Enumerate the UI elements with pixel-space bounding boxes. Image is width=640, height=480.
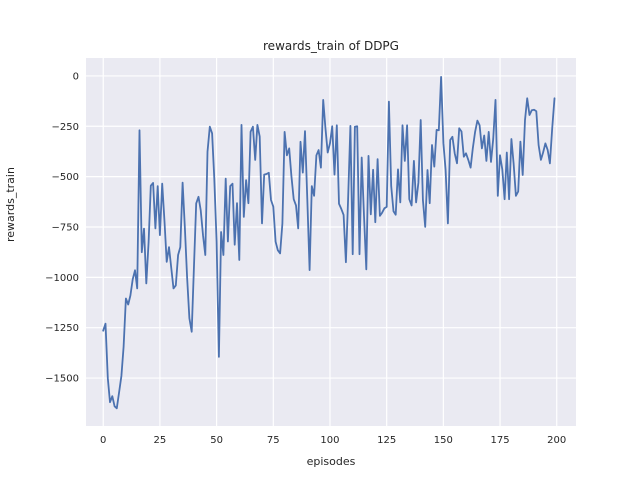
chart-title: rewards_train of DDPG (263, 39, 399, 53)
x-tick-label: 50 (210, 435, 223, 446)
x-tick-label: 175 (490, 435, 509, 446)
x-tick-label: 75 (267, 435, 280, 446)
x-tick-label: 125 (377, 435, 396, 446)
x-tick-label: 25 (154, 435, 167, 446)
x-axis-label: episodes (306, 455, 356, 468)
y-tick-label: −1500 (45, 374, 79, 385)
x-tick-label: 150 (434, 435, 453, 446)
x-tick-label: 200 (547, 435, 566, 446)
reward-line (102, 76, 556, 410)
tick-labels: 0 25 50 75 100 125 150 175 200 0 −250 −500 −750 −1000… (45, 71, 566, 446)
x-tick-label: 0 (100, 435, 106, 446)
y-tick-label: 0 (73, 71, 79, 82)
y-tick-label: −250 (52, 122, 79, 133)
y-tick-label: −750 (52, 222, 79, 233)
y-tick-label: −1250 (45, 323, 79, 334)
y-tick-label: −1000 (45, 273, 79, 284)
y-tick-label: −500 (52, 172, 79, 183)
x-tick-label: 100 (320, 435, 339, 446)
